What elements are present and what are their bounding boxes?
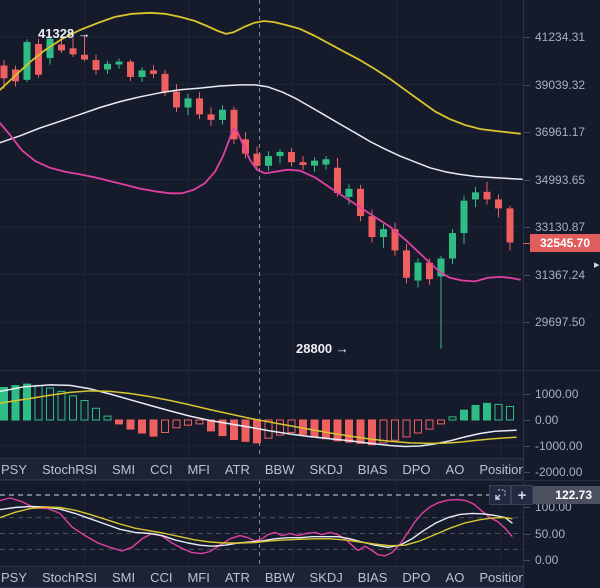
axis-tick-mark (524, 420, 530, 421)
indicator-tab-dpo[interactable]: DPO (402, 569, 431, 585)
panel-divider (0, 480, 600, 481)
indicator-tab-psy[interactable]: PSY (1, 461, 28, 477)
axis-tick-mark (524, 446, 530, 447)
indicator-tab-bbw[interactable]: BBW (264, 569, 295, 585)
oscillator-panel-canvas[interactable] (0, 480, 523, 566)
indicator-tab-atr[interactable]: ATR (224, 461, 250, 477)
indicator-tab-cci[interactable]: CCI (150, 461, 173, 477)
price-axis[interactable]: 41234.31 39039.32 36961.17 34993.65 33130.87… (523, 0, 600, 588)
axis-tick-mark (524, 472, 530, 473)
macd-axis-label: -1000.00 (535, 439, 583, 453)
last-price-badge: 32545.70 (530, 234, 600, 252)
indicator-tab-mfi[interactable]: MFI (187, 569, 210, 585)
indicator-tab-bar-bottom: PSY StochRSI SMI CCI MFI ATR BBW SKDJ BIAS DPO AO P… (0, 566, 523, 588)
indicator-tab-stochrsi[interactable]: StochRSI (42, 569, 97, 585)
axis-tick-mark (524, 85, 530, 86)
price-axis-label: 34993.65 (535, 173, 586, 187)
indicator-tab-stochrsi[interactable]: StochRSI (42, 461, 97, 477)
indicator-tab-smi[interactable]: SMI (111, 461, 136, 477)
axis-tick-mark (524, 37, 530, 38)
price-axis-label: 41234.31 (535, 30, 586, 44)
price-axis-label: 39039.32 (535, 78, 586, 92)
price-chart-canvas[interactable] (0, 0, 523, 370)
last-price-tick (523, 243, 530, 244)
restore-panel-button[interactable] (489, 485, 511, 505)
macd-axis-label: -2000.00 (535, 465, 583, 479)
indicator-tab-bias[interactable]: BIAS (357, 461, 388, 477)
axis-tick-mark (524, 132, 530, 133)
axis-tick-mark (524, 322, 530, 323)
macd-panel-canvas[interactable] (0, 370, 523, 458)
axis-tick-mark (524, 507, 530, 508)
indicator-tab-position[interactable]: Position (479, 569, 523, 585)
indicator-tab-ao[interactable]: AO (445, 569, 465, 585)
price-axis-label: 29697.50 (535, 315, 586, 329)
macd-axis-label: 1000.00 (535, 387, 579, 401)
price-axis-label: 36961.17 (535, 125, 586, 139)
price-axis-label: 33130.87 (535, 220, 586, 234)
axis-tick-mark (524, 534, 530, 535)
panel-divider (0, 370, 600, 371)
indicator-tab-atr[interactable]: ATR (224, 569, 250, 585)
high-price-annotation: 41328 → (38, 26, 91, 41)
indicator-tab-bar-middle: PSY StochRSI SMI CCI MFI ATR BBW SKDJ BIAS DPO AO P… (0, 458, 523, 480)
indicator-tab-skdj[interactable]: SKDJ (309, 461, 343, 477)
indicator-tab-ao[interactable]: AO (445, 461, 465, 477)
indicator-tab-bbw[interactable]: BBW (264, 461, 295, 477)
restore-panel-icon (495, 489, 506, 500)
indicator-tab-position[interactable]: Position (479, 461, 523, 477)
price-axis-label: 31367.24 (535, 268, 586, 282)
axis-tick-mark (524, 560, 530, 561)
indicator-tab-mfi[interactable]: MFI (187, 461, 210, 477)
indicator-tab-psy[interactable]: PSY (1, 569, 28, 585)
axis-tick-mark (524, 394, 530, 395)
axis-tick-mark (524, 227, 530, 228)
macd-axis-label: 0.00 (535, 413, 559, 427)
indicator-tab-smi[interactable]: SMI (111, 569, 136, 585)
indicator-tab-skdj[interactable]: SKDJ (309, 569, 343, 585)
axis-tick-mark (524, 180, 530, 181)
axis-edge-marker-icon[interactable]: ▸ (594, 259, 600, 271)
indicator-tab-cci[interactable]: CCI (150, 569, 173, 585)
low-price-annotation: 28800 → (296, 341, 349, 356)
indicator-tab-bias[interactable]: BIAS (357, 569, 388, 585)
oscillator-axis-label: 0.00 (535, 553, 559, 567)
indicator-tab-dpo[interactable]: DPO (402, 461, 431, 477)
oscillator-value-badge: 122.73 (533, 486, 600, 504)
oscillator-axis-label: 50.00 (535, 527, 566, 541)
add-indicator-button[interactable]: + (511, 485, 533, 505)
axis-tick-mark (524, 275, 530, 276)
plus-icon: + (517, 486, 527, 504)
